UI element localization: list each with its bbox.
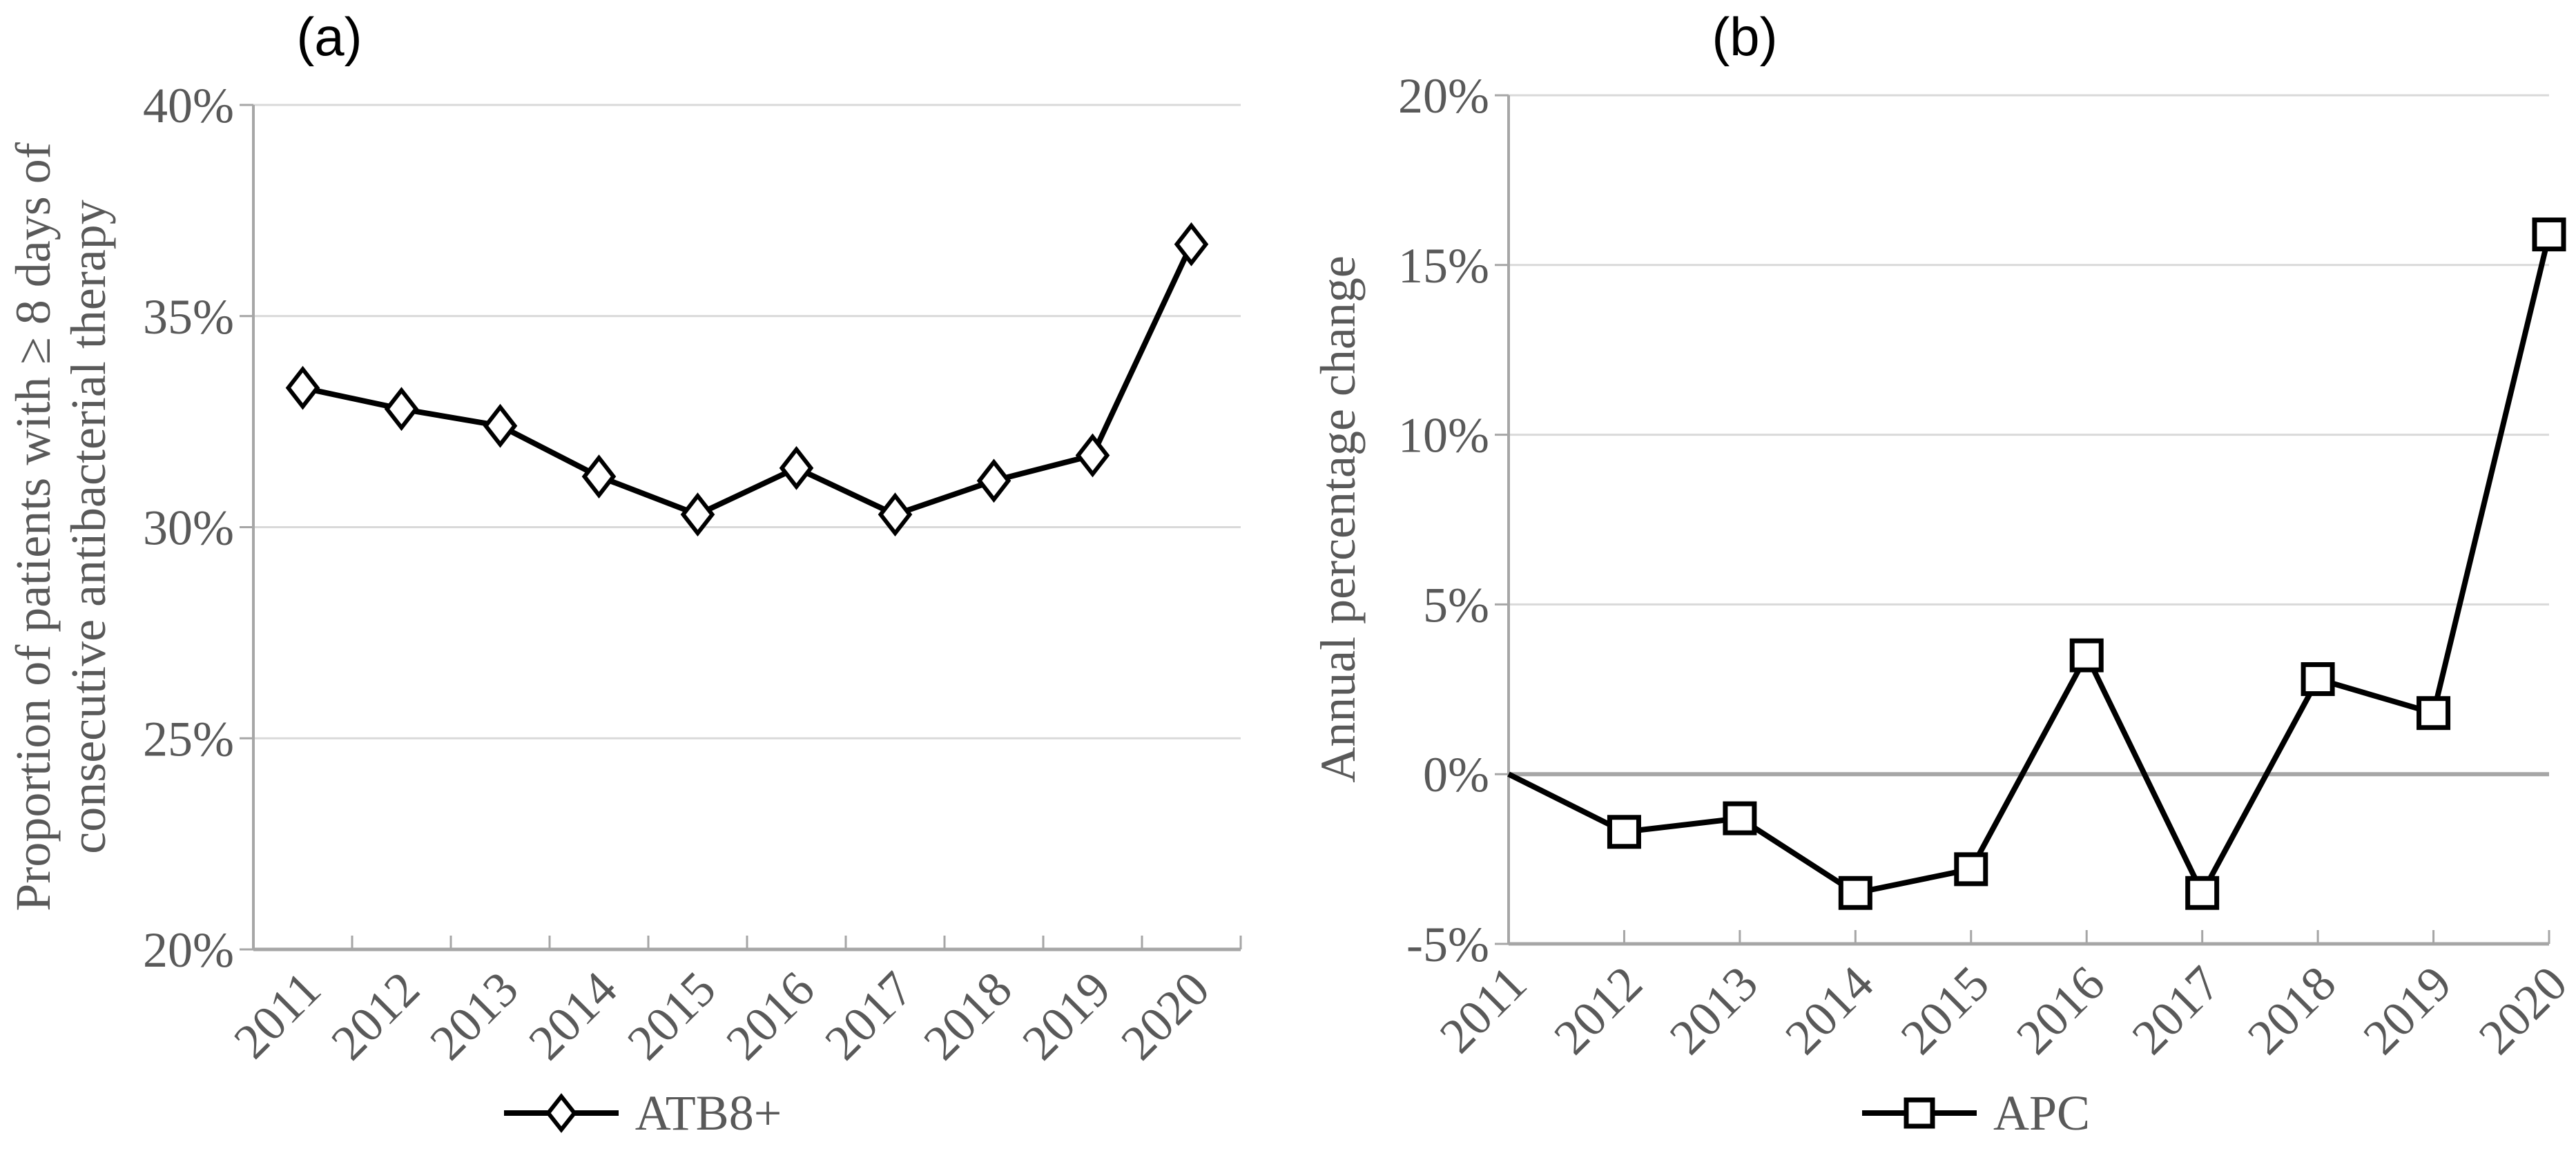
x-tick-label: 2020 (1110, 961, 1219, 1070)
data-point-marker (384, 387, 419, 432)
data-point-marker (483, 403, 518, 448)
data-point-marker (581, 454, 617, 499)
data-point-marker (1838, 876, 1872, 910)
data-point-marker (779, 446, 814, 490)
panel-a-legend: ATB8+ (0, 1082, 1284, 1144)
panel-b-y-axis-label: Annual percentage change (1310, 255, 1366, 783)
data-point-marker (976, 458, 1011, 503)
x-tick-label: 2015 (617, 961, 726, 1070)
legend-square-marker-icon (1861, 1097, 1977, 1129)
legend-diamond-marker-icon (503, 1093, 619, 1133)
panel-b-title: (b) (1712, 6, 1778, 67)
x-tick-label: 2013 (1659, 956, 1768, 1065)
panel-a-y-axis-label-line1: Proportion of patients with ≥ 8 days of (6, 142, 61, 911)
panel-a-legend-label: ATB8+ (635, 1085, 782, 1141)
series-line-ATB8+ (302, 243, 1194, 518)
panel-a-y-axis-label: Proportion of patients with ≥ 8 days of … (6, 0, 116, 1058)
y-tick-label: 25% (143, 711, 234, 766)
y-tick-label: 35% (143, 289, 234, 345)
y-tick-label: 30% (143, 501, 234, 556)
x-tick-label: 2016 (715, 961, 824, 1070)
y-tick-label: 5% (1423, 577, 1489, 632)
x-tick-label: 2013 (419, 961, 528, 1070)
x-tick-label: 2018 (913, 961, 1022, 1070)
panel-b-legend-label: APC (1993, 1085, 2091, 1141)
data-point-marker (1174, 222, 1209, 267)
x-tick-label: 2012 (320, 961, 429, 1070)
y-tick-label: -5% (1406, 917, 1489, 972)
data-point-marker (2301, 662, 2335, 697)
x-tick-label: 2014 (1774, 956, 1883, 1065)
x-tick-label: 2012 (1543, 956, 1652, 1065)
data-point-marker (2185, 876, 2220, 910)
data-point-marker (1075, 433, 1110, 478)
x-tick-label: 2011 (223, 961, 331, 1070)
panel-a-y-axis-label-line2: consecutive antibacterial therapy (61, 200, 116, 854)
x-tick-label: 2015 (1890, 956, 1999, 1065)
data-point-marker (878, 492, 913, 537)
data-point-marker (1954, 852, 1988, 887)
x-tick-label: 2014 (518, 961, 627, 1070)
panel-a-title: (a) (296, 6, 362, 67)
y-tick-label: 20% (143, 922, 234, 978)
y-tick-label: 20% (1398, 68, 1489, 124)
y-tick-label: 15% (1398, 238, 1489, 293)
panel-b-legend: APC (1375, 1082, 2576, 1144)
x-tick-label: 2017 (2122, 956, 2231, 1065)
data-point-marker (1723, 801, 1757, 835)
y-tick-label: 10% (1398, 408, 1489, 463)
data-point-marker (2069, 638, 2104, 673)
data-point-marker (2532, 218, 2566, 252)
series-line-APC (1507, 233, 2552, 900)
data-point-marker (680, 492, 715, 537)
x-tick-label: 2017 (814, 961, 923, 1070)
x-tick-label: 2020 (2468, 956, 2576, 1065)
panel-b: -5%0%5%10%15%20%2011 2012 2013 2014 2015 2016… (1398, 68, 2576, 1065)
y-tick-label: 0% (1423, 747, 1489, 802)
x-tick-label: 2019 (2352, 956, 2461, 1065)
x-tick-label: 2016 (2006, 956, 2115, 1065)
x-tick-label: 2019 (1011, 961, 1121, 1070)
y-tick-label: 40% (143, 78, 234, 133)
data-point-marker (2417, 696, 2451, 731)
data-point-marker (285, 365, 320, 410)
data-point-marker (1607, 815, 1641, 849)
panel-a: 20%25%30%35%40%2011201220132014201520162… (143, 78, 1242, 1070)
x-tick-label: 2018 (2237, 956, 2346, 1065)
